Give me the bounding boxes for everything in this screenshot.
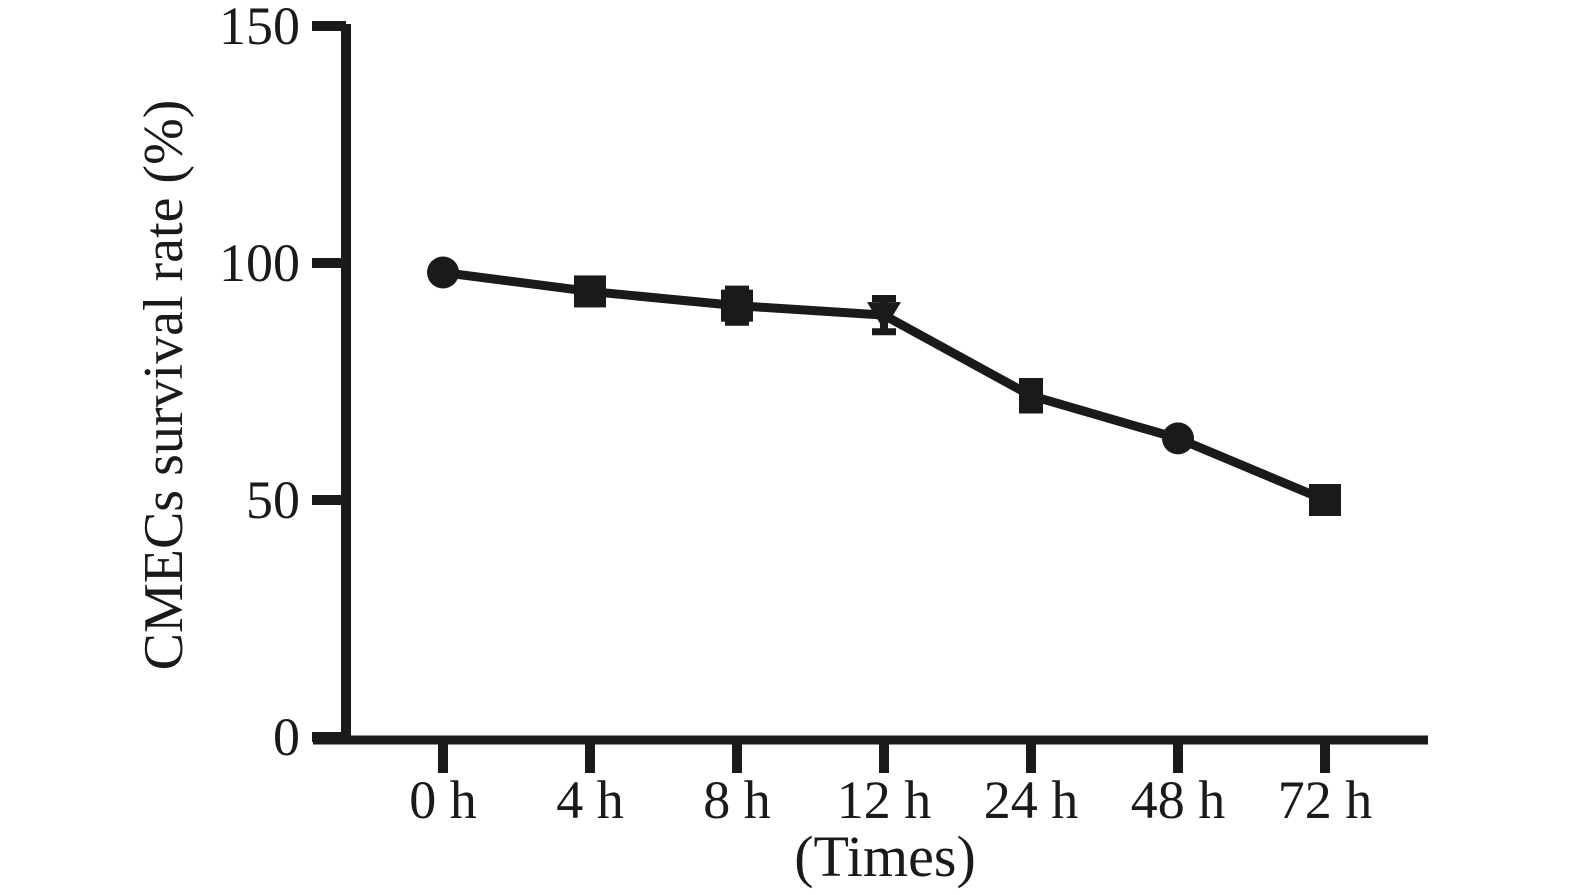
y-tick-label: 100 xyxy=(219,233,300,293)
x-tick-label: 72 h xyxy=(1278,770,1373,830)
x-tick-label: 0 h xyxy=(409,770,477,830)
series-cmecs-survival-rate xyxy=(427,256,1341,516)
data-series xyxy=(427,256,1341,516)
marker-square-small xyxy=(1019,383,1043,408)
axis-tick-labels: 0 50 100 150 0 h 4 h 8 h 12 h 24 h 48 h 72 h xyxy=(219,0,1372,830)
x-axis-title: (Times) xyxy=(794,824,976,889)
marker-circle xyxy=(1162,422,1194,455)
marker-square xyxy=(721,289,753,322)
y-axis-title: CMECs survival rate (%) xyxy=(133,100,195,671)
marker-square xyxy=(574,275,606,308)
y-tick-label: 0 xyxy=(273,707,300,767)
marker-circle xyxy=(427,256,459,289)
x-tick-label: 8 h xyxy=(703,770,771,830)
y-tick-label: 150 xyxy=(219,0,300,56)
x-tick-label: 24 h xyxy=(984,770,1079,830)
axes xyxy=(313,24,1428,745)
x-tick-label: 48 h xyxy=(1131,770,1226,830)
x-tick-label: 4 h xyxy=(556,770,624,830)
marker-triangle-down xyxy=(867,302,901,331)
marker-square xyxy=(1309,484,1341,516)
y-tick-label: 50 xyxy=(246,470,300,530)
axis-ticks xyxy=(312,21,1330,773)
x-tick-label: 12 h xyxy=(837,770,932,830)
